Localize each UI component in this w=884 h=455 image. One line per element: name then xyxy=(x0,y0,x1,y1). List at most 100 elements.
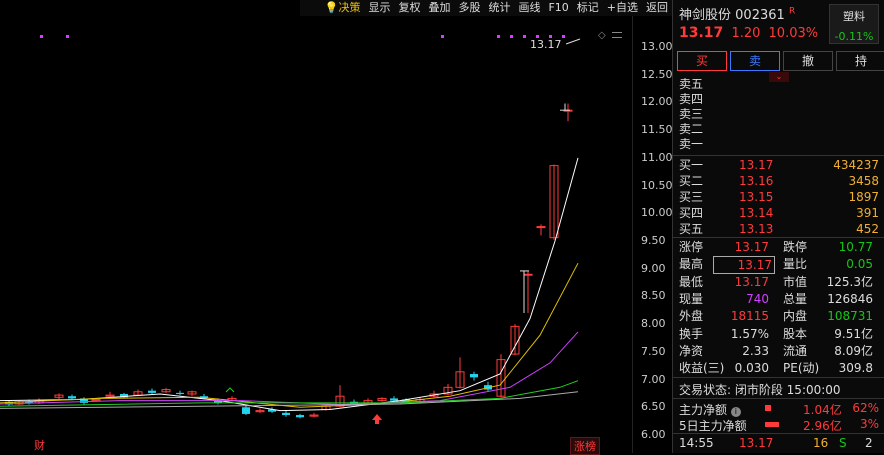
stat-value: 126846 xyxy=(827,291,873,306)
marker-dot xyxy=(441,35,444,38)
stat-label: 现量 xyxy=(679,291,704,306)
stat-value: 8.09亿 xyxy=(834,343,873,358)
bid-row[interactable]: 买三 13.15 1897 xyxy=(679,189,879,205)
candle-body xyxy=(443,386,453,395)
candle-body xyxy=(496,359,506,397)
bid-label: 买四 xyxy=(679,206,704,220)
price-tick: 12.50 xyxy=(641,67,673,81)
ask-row[interactable]: 卖二 xyxy=(679,121,879,137)
toolbar-multi[interactable]: 多股 xyxy=(458,1,481,14)
toolbar-display[interactable]: 显示 xyxy=(368,1,391,14)
toolbar-f10[interactable]: F10 xyxy=(548,1,569,14)
candle-body xyxy=(91,399,101,402)
sector-change: -0.11% xyxy=(834,30,874,43)
finance-tag[interactable]: 财 xyxy=(34,439,45,452)
candle-body xyxy=(296,415,304,418)
cancel-button[interactable]: 撤 xyxy=(783,51,833,71)
pointer-line xyxy=(565,38,581,45)
toolbar-adjust[interactable]: 复权 xyxy=(398,1,421,14)
bid-price: 13.13 xyxy=(739,222,774,236)
diamond-icon[interactable]: ◇ xyxy=(598,30,606,41)
bid-label: 买三 xyxy=(679,190,704,204)
ask-row[interactable]: 卖一 xyxy=(679,136,879,152)
candle-body xyxy=(242,407,250,414)
ma30-line xyxy=(0,380,579,407)
ask-row[interactable]: 卖五 xyxy=(679,76,879,92)
price-line: 13.17 1.20 10.03% xyxy=(679,25,818,41)
candle-body xyxy=(377,397,387,402)
toolbar-decision[interactable]: 💡决策 xyxy=(324,1,361,14)
price-change: 1.20 xyxy=(731,26,761,41)
last-price: 13.17 xyxy=(679,25,724,41)
toolbar-add-watch[interactable]: +自选 xyxy=(606,1,638,14)
stat-label: 跌停 xyxy=(783,240,808,254)
toolbar-back[interactable]: 返回 xyxy=(646,1,668,14)
candle-body xyxy=(148,390,156,393)
candle-body xyxy=(536,226,546,229)
candle-body xyxy=(523,273,533,276)
five-day-flow-row: 5日主力净额 2.96亿 3% xyxy=(679,417,879,434)
price-tick: 10.50 xyxy=(641,178,673,192)
rank-tag[interactable]: 涨榜 xyxy=(570,437,600,455)
ask-row[interactable]: 卖四 xyxy=(679,91,879,107)
toolbar-overlay[interactable]: 叠加 xyxy=(428,1,451,14)
price-tick: 12.00 xyxy=(641,95,673,109)
five-flow-pct: 3% xyxy=(859,417,879,431)
toolbar-mark[interactable]: 标记 xyxy=(576,1,599,14)
price-tick: 8.50 xyxy=(641,289,666,303)
candle-body xyxy=(268,409,276,412)
price-change-pct: 10.03% xyxy=(768,26,819,41)
last-tick-row: 14:55 13.17 16 S 2 xyxy=(673,434,884,453)
bid-row[interactable]: 买五 13.13 452 xyxy=(679,221,879,237)
price-tick: 9.00 xyxy=(641,261,666,275)
tick-side: S xyxy=(839,436,847,450)
divider xyxy=(673,237,884,238)
stat-label: 收益(三) xyxy=(679,361,725,376)
marker-dot xyxy=(549,35,552,38)
tick-count: 2 xyxy=(865,436,873,450)
stat-label: PE(动) xyxy=(783,361,820,376)
marker-dot xyxy=(510,35,513,38)
stat-value: 13.17 xyxy=(713,256,775,275)
buy-button[interactable]: 买 xyxy=(677,51,727,71)
stock-code: 002361 xyxy=(735,8,785,23)
ask-label: 卖一 xyxy=(679,137,704,151)
ma60-line xyxy=(0,391,579,409)
toolbar-draw[interactable]: 画线 xyxy=(518,1,541,14)
bid-volume: 1897 xyxy=(848,190,879,204)
hold-button[interactable]: 持 xyxy=(836,51,884,71)
stat-value: 0.030 xyxy=(734,361,769,376)
bid-row[interactable]: 买四 13.14 391 xyxy=(679,205,879,221)
panel-grip-icon[interactable] xyxy=(612,32,622,38)
sell-button[interactable]: 卖 xyxy=(730,51,780,71)
tick-vol: 16 xyxy=(813,436,829,450)
candle-body xyxy=(161,389,171,393)
sector-name: 塑料 xyxy=(843,10,865,23)
marker-dot xyxy=(562,35,565,38)
candle-body xyxy=(187,391,197,395)
price-tick: 11.00 xyxy=(641,150,673,164)
price-tick: 6.00 xyxy=(641,428,666,441)
tick-time: 14:55 xyxy=(679,436,714,450)
info-icon[interactable]: i xyxy=(730,407,741,417)
toolbar-stats[interactable]: 统计 xyxy=(488,1,511,14)
stat-label: 涨停 xyxy=(679,240,704,254)
bid-row[interactable]: 买一 13.17 434237 xyxy=(679,157,879,173)
bid-label: 买五 xyxy=(679,222,704,236)
bid-volume: 391 xyxy=(856,206,879,220)
candle-body xyxy=(54,394,64,398)
marker-dot xyxy=(66,35,69,38)
bid-volume: 434237 xyxy=(833,158,879,172)
expand-chevron-icon[interactable]: ⌄ xyxy=(769,72,789,82)
stat-value: 18115 xyxy=(730,309,769,324)
ask-row[interactable]: 卖三 xyxy=(679,106,879,122)
bid-row[interactable]: 买二 13.16 3458 xyxy=(679,173,879,189)
candle-body xyxy=(80,398,88,403)
stat-label: 最高 xyxy=(679,257,704,272)
main-flow-label: 主力净额 xyxy=(679,403,728,417)
candle-body xyxy=(510,325,520,355)
sector-box[interactable]: 塑料 -0.11% xyxy=(829,4,879,44)
divider xyxy=(673,433,884,434)
kline-chart[interactable]: 13.17 ◇ 13.00 12.50 12.00 11.50 11.00 10.50 10… xyxy=(0,0,673,455)
five-flow-bar xyxy=(765,422,779,427)
